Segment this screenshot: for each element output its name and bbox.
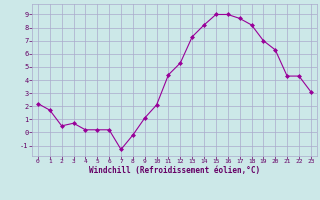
X-axis label: Windchill (Refroidissement éolien,°C): Windchill (Refroidissement éolien,°C) [89, 166, 260, 175]
